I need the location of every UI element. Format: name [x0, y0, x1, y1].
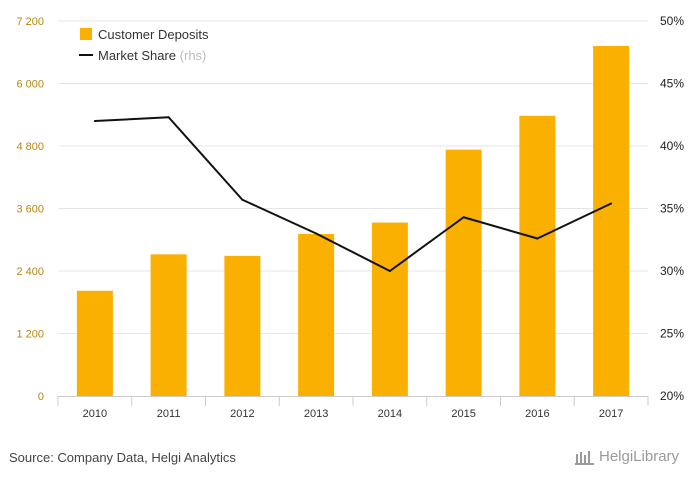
x-tick-label: 2015 — [451, 408, 475, 420]
market-share-point-2014 — [388, 270, 391, 272]
y-left-tick-label: 7 200 — [16, 16, 44, 28]
market-share-point-2016 — [536, 237, 539, 240]
y-left-tick-label: 1 200 — [16, 329, 44, 341]
legend-label-market-share: Market Share (rhs) — [98, 48, 206, 63]
y-right-tick-label: 35% — [660, 202, 684, 216]
bar-2011 — [150, 254, 187, 396]
x-tick-label: 2011 — [157, 408, 181, 420]
bar-2010 — [76, 290, 113, 396]
market-share-point-2010 — [93, 120, 96, 122]
line-series — [93, 116, 613, 272]
x-tick-label: 2012 — [230, 408, 254, 420]
x-tick-label: 2014 — [378, 408, 402, 420]
brand-name: HelgiLibrary — [599, 448, 680, 465]
legend-swatch-deposits — [80, 28, 92, 40]
source-note: Source: Company Data, Helgi Analytics — [9, 450, 236, 465]
y-right-tick-label: 40% — [660, 139, 684, 153]
x-tick-label: 2017 — [599, 408, 623, 420]
axes: 0 1 200 2 400 3 600 4 800 6 000 7 200 20% 25% 30%… — [16, 14, 684, 420]
bar-2012 — [224, 255, 261, 396]
library-icon — [575, 450, 594, 465]
market-share-point-2011 — [167, 116, 170, 119]
y-right-tick-label: 45% — [660, 77, 684, 91]
chart: 0 1 200 2 400 3 600 4 800 6 000 7 200 20% 25% 30%… — [16, 14, 684, 420]
market-share-point-2013 — [315, 232, 318, 235]
bar-2015 — [445, 149, 482, 396]
y-right-tick-label: 25% — [660, 327, 684, 341]
gridlines — [58, 20, 648, 334]
brand-logo: HelgiLibrary — [575, 448, 679, 465]
legend-label-deposits: Customer Deposits — [98, 27, 209, 42]
y-left-tick-label: 3 600 — [16, 204, 44, 216]
y-right-tick-label: 30% — [660, 264, 684, 278]
market-share-point-2015 — [462, 216, 465, 219]
bar-2014 — [371, 222, 408, 396]
y-left-tick-label: 4 800 — [16, 141, 44, 153]
bar-series — [76, 46, 630, 397]
y-left-tick-label: 2 400 — [16, 266, 44, 278]
x-tick-label: 2013 — [304, 408, 328, 420]
y-left-tick-label: 0 — [38, 391, 44, 403]
market-share-point-2012 — [241, 198, 244, 201]
market-share-point-2017 — [610, 202, 613, 205]
market-share-line — [94, 116, 612, 272]
legend: Customer Deposits Market Share (rhs) — [79, 27, 209, 63]
bar-2017 — [593, 46, 630, 396]
y-left-tick-label: 6 000 — [16, 79, 44, 91]
x-tick-label: 2016 — [525, 408, 549, 420]
bar-2016 — [519, 115, 556, 397]
x-tick-label: 2010 — [83, 408, 107, 420]
bar-2013 — [298, 234, 335, 396]
y-right-tick-label: 50% — [660, 14, 684, 28]
y-right-tick-label: 20% — [660, 389, 684, 403]
